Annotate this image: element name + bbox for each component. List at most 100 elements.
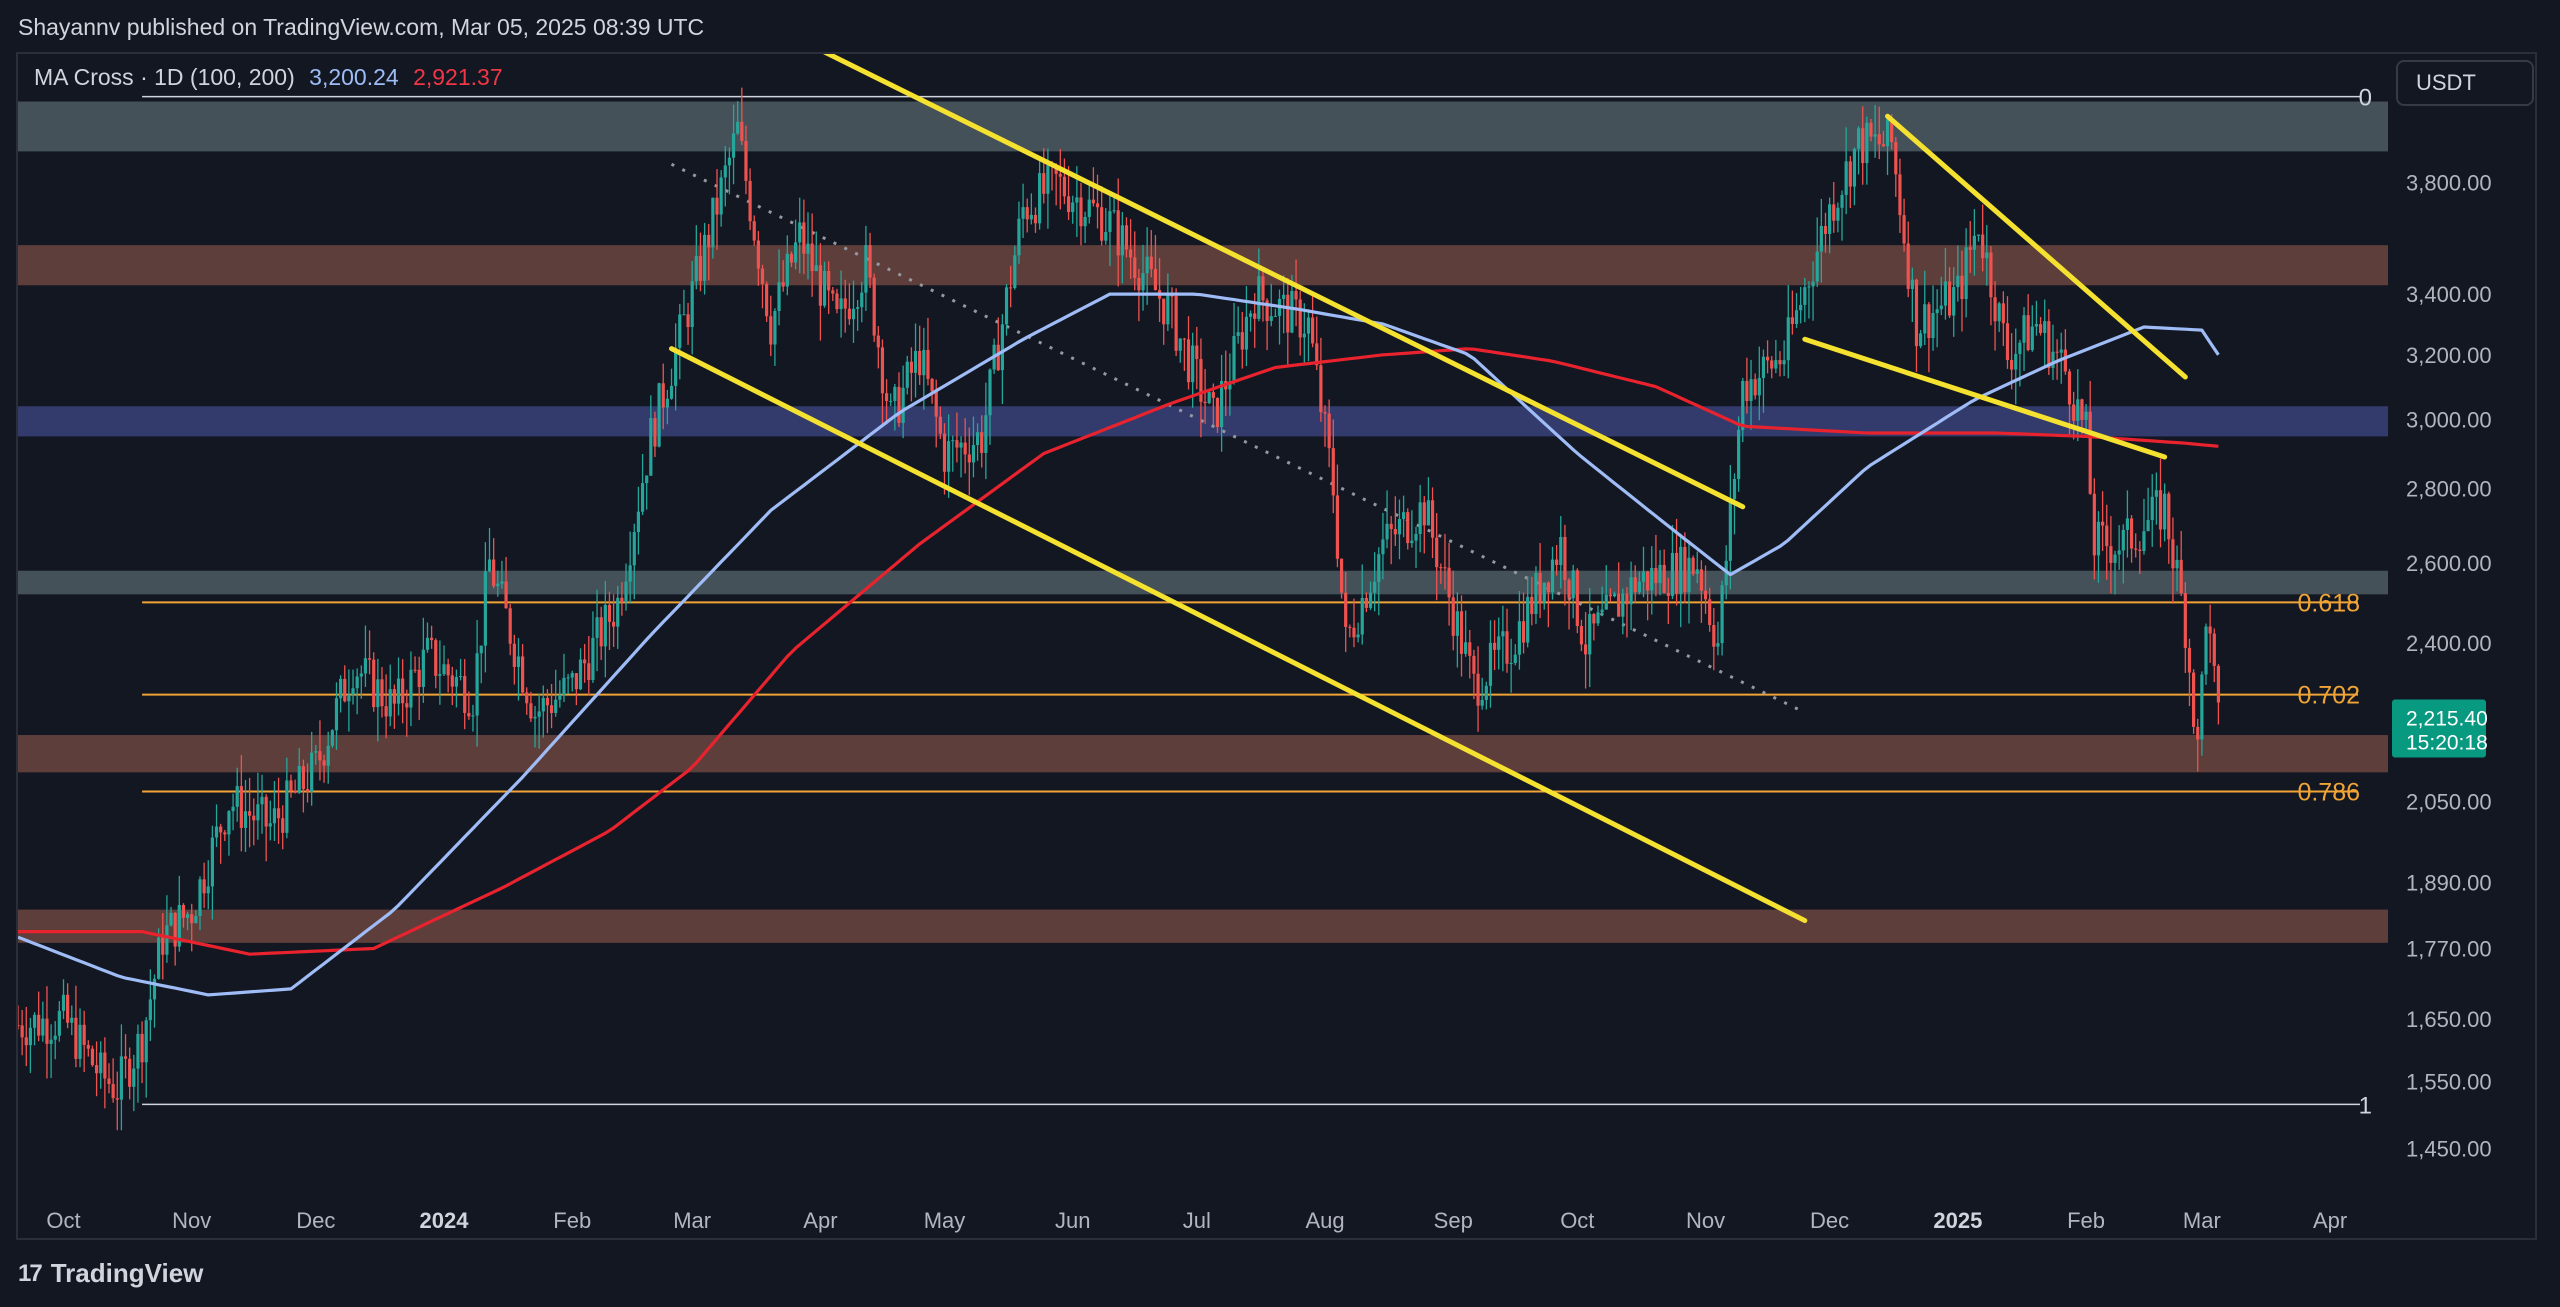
candle-body	[1075, 197, 1079, 203]
candle-body	[707, 234, 711, 248]
indicator-legend[interactable]: MA Cross · 1D (100, 200) 3,200.24 2,921.…	[34, 64, 503, 91]
candle-body	[140, 1033, 144, 1063]
candle-body	[190, 914, 194, 924]
candle-body	[144, 1020, 148, 1063]
candle-body	[1393, 528, 1397, 535]
candle-body	[905, 361, 909, 388]
candle-body	[467, 712, 471, 717]
candle-body	[835, 293, 839, 310]
y-tick-label: 2,400.00	[2406, 631, 2492, 656]
candle-body	[1563, 536, 1567, 581]
candle-body	[1410, 540, 1414, 544]
candle-body	[504, 581, 508, 609]
candle-body	[2055, 351, 2059, 353]
candle-body	[847, 308, 851, 320]
price-zone-brown	[18, 735, 2388, 773]
candle-body	[1757, 377, 1761, 396]
trendline	[822, 54, 1746, 510]
candle-body	[2146, 520, 2150, 532]
candle-body	[181, 904, 186, 918]
candle-body	[409, 669, 413, 708]
candle-body	[1319, 365, 1323, 413]
candle-body	[1782, 360, 1786, 365]
candle-body	[1575, 570, 1579, 627]
candle-body	[1542, 582, 1546, 603]
candle-body	[24, 1037, 28, 1046]
candle-body	[1286, 294, 1290, 333]
candle-body	[702, 234, 707, 281]
candle-body	[793, 242, 798, 263]
candle-body	[384, 706, 388, 717]
candle-body	[1348, 626, 1352, 628]
candle-body	[1389, 523, 1393, 529]
candle-body	[1253, 313, 1257, 319]
candle-body	[392, 689, 396, 704]
y-tick-label: 1,890.00	[2406, 871, 2492, 896]
candle-body	[2192, 672, 2196, 727]
candle-body	[1658, 564, 1662, 584]
candle-body	[202, 879, 206, 894]
trendline	[1885, 113, 2188, 380]
tradingview-brand[interactable]: 17 TradingView	[18, 1258, 203, 1289]
candle-body	[1439, 567, 1443, 569]
candle-body	[1815, 251, 1819, 282]
candle-body	[1054, 165, 1058, 174]
candle-body	[157, 937, 161, 979]
candle-body	[119, 1056, 124, 1100]
candle-body	[401, 678, 405, 704]
candle-body	[2026, 315, 2030, 351]
candle-body	[434, 640, 438, 676]
candle-body	[876, 335, 880, 348]
candle-body	[694, 256, 698, 282]
candle-body	[1550, 559, 1555, 593]
ma200-value: 2,921.37	[413, 64, 503, 90]
candle-body	[177, 904, 181, 947]
x-tick-label: Feb	[2067, 1208, 2105, 1233]
candle-body	[669, 385, 674, 399]
candle-body	[574, 673, 578, 690]
candle-body	[276, 808, 281, 819]
candle-body	[1923, 304, 1927, 334]
candle-body	[562, 677, 566, 695]
candle-body	[1683, 546, 1687, 593]
candle-body	[235, 786, 239, 807]
candle-body	[884, 393, 889, 402]
candle-body	[1637, 581, 1641, 593]
plot-area	[18, 54, 2388, 1131]
candle-body	[1989, 252, 1993, 298]
candle-body	[301, 766, 305, 790]
candle-body	[843, 298, 847, 309]
candle-body	[868, 245, 872, 278]
candle-body	[1302, 333, 1306, 338]
ma200-line	[18, 347, 2219, 956]
candle-body	[1426, 500, 1431, 526]
candle-body	[1521, 621, 1526, 643]
candle-body	[1013, 255, 1017, 289]
publish-bar: Shayannv published on TradingView.com, M…	[0, 0, 2560, 56]
candle-body	[736, 121, 740, 134]
candle-body	[748, 180, 752, 222]
candle-body	[1211, 392, 1215, 398]
y-tick-label: 3,000.00	[2406, 408, 2492, 433]
fib-label: 0.786	[2297, 779, 2360, 807]
candle-body	[1976, 234, 1981, 236]
price-zone-grey	[18, 101, 2388, 152]
candle-body	[1848, 161, 1852, 187]
candle-body	[227, 811, 231, 835]
candle-body	[1331, 448, 1335, 496]
candle-body	[2109, 546, 2113, 563]
candle-body	[909, 361, 914, 373]
candle-body	[1124, 225, 1129, 250]
currency-selector[interactable]: USDT	[2396, 60, 2534, 106]
candle-body	[289, 780, 293, 791]
candle-body	[334, 698, 339, 731]
candle-body	[421, 649, 425, 688]
y-tick-label: 2,050.00	[2406, 789, 2492, 814]
candle-body	[1571, 570, 1575, 599]
candle-body	[1381, 539, 1385, 555]
candle-body	[607, 604, 612, 622]
candle-body	[2183, 593, 2187, 648]
candle-body	[1145, 256, 1149, 274]
candle-body	[942, 433, 947, 472]
